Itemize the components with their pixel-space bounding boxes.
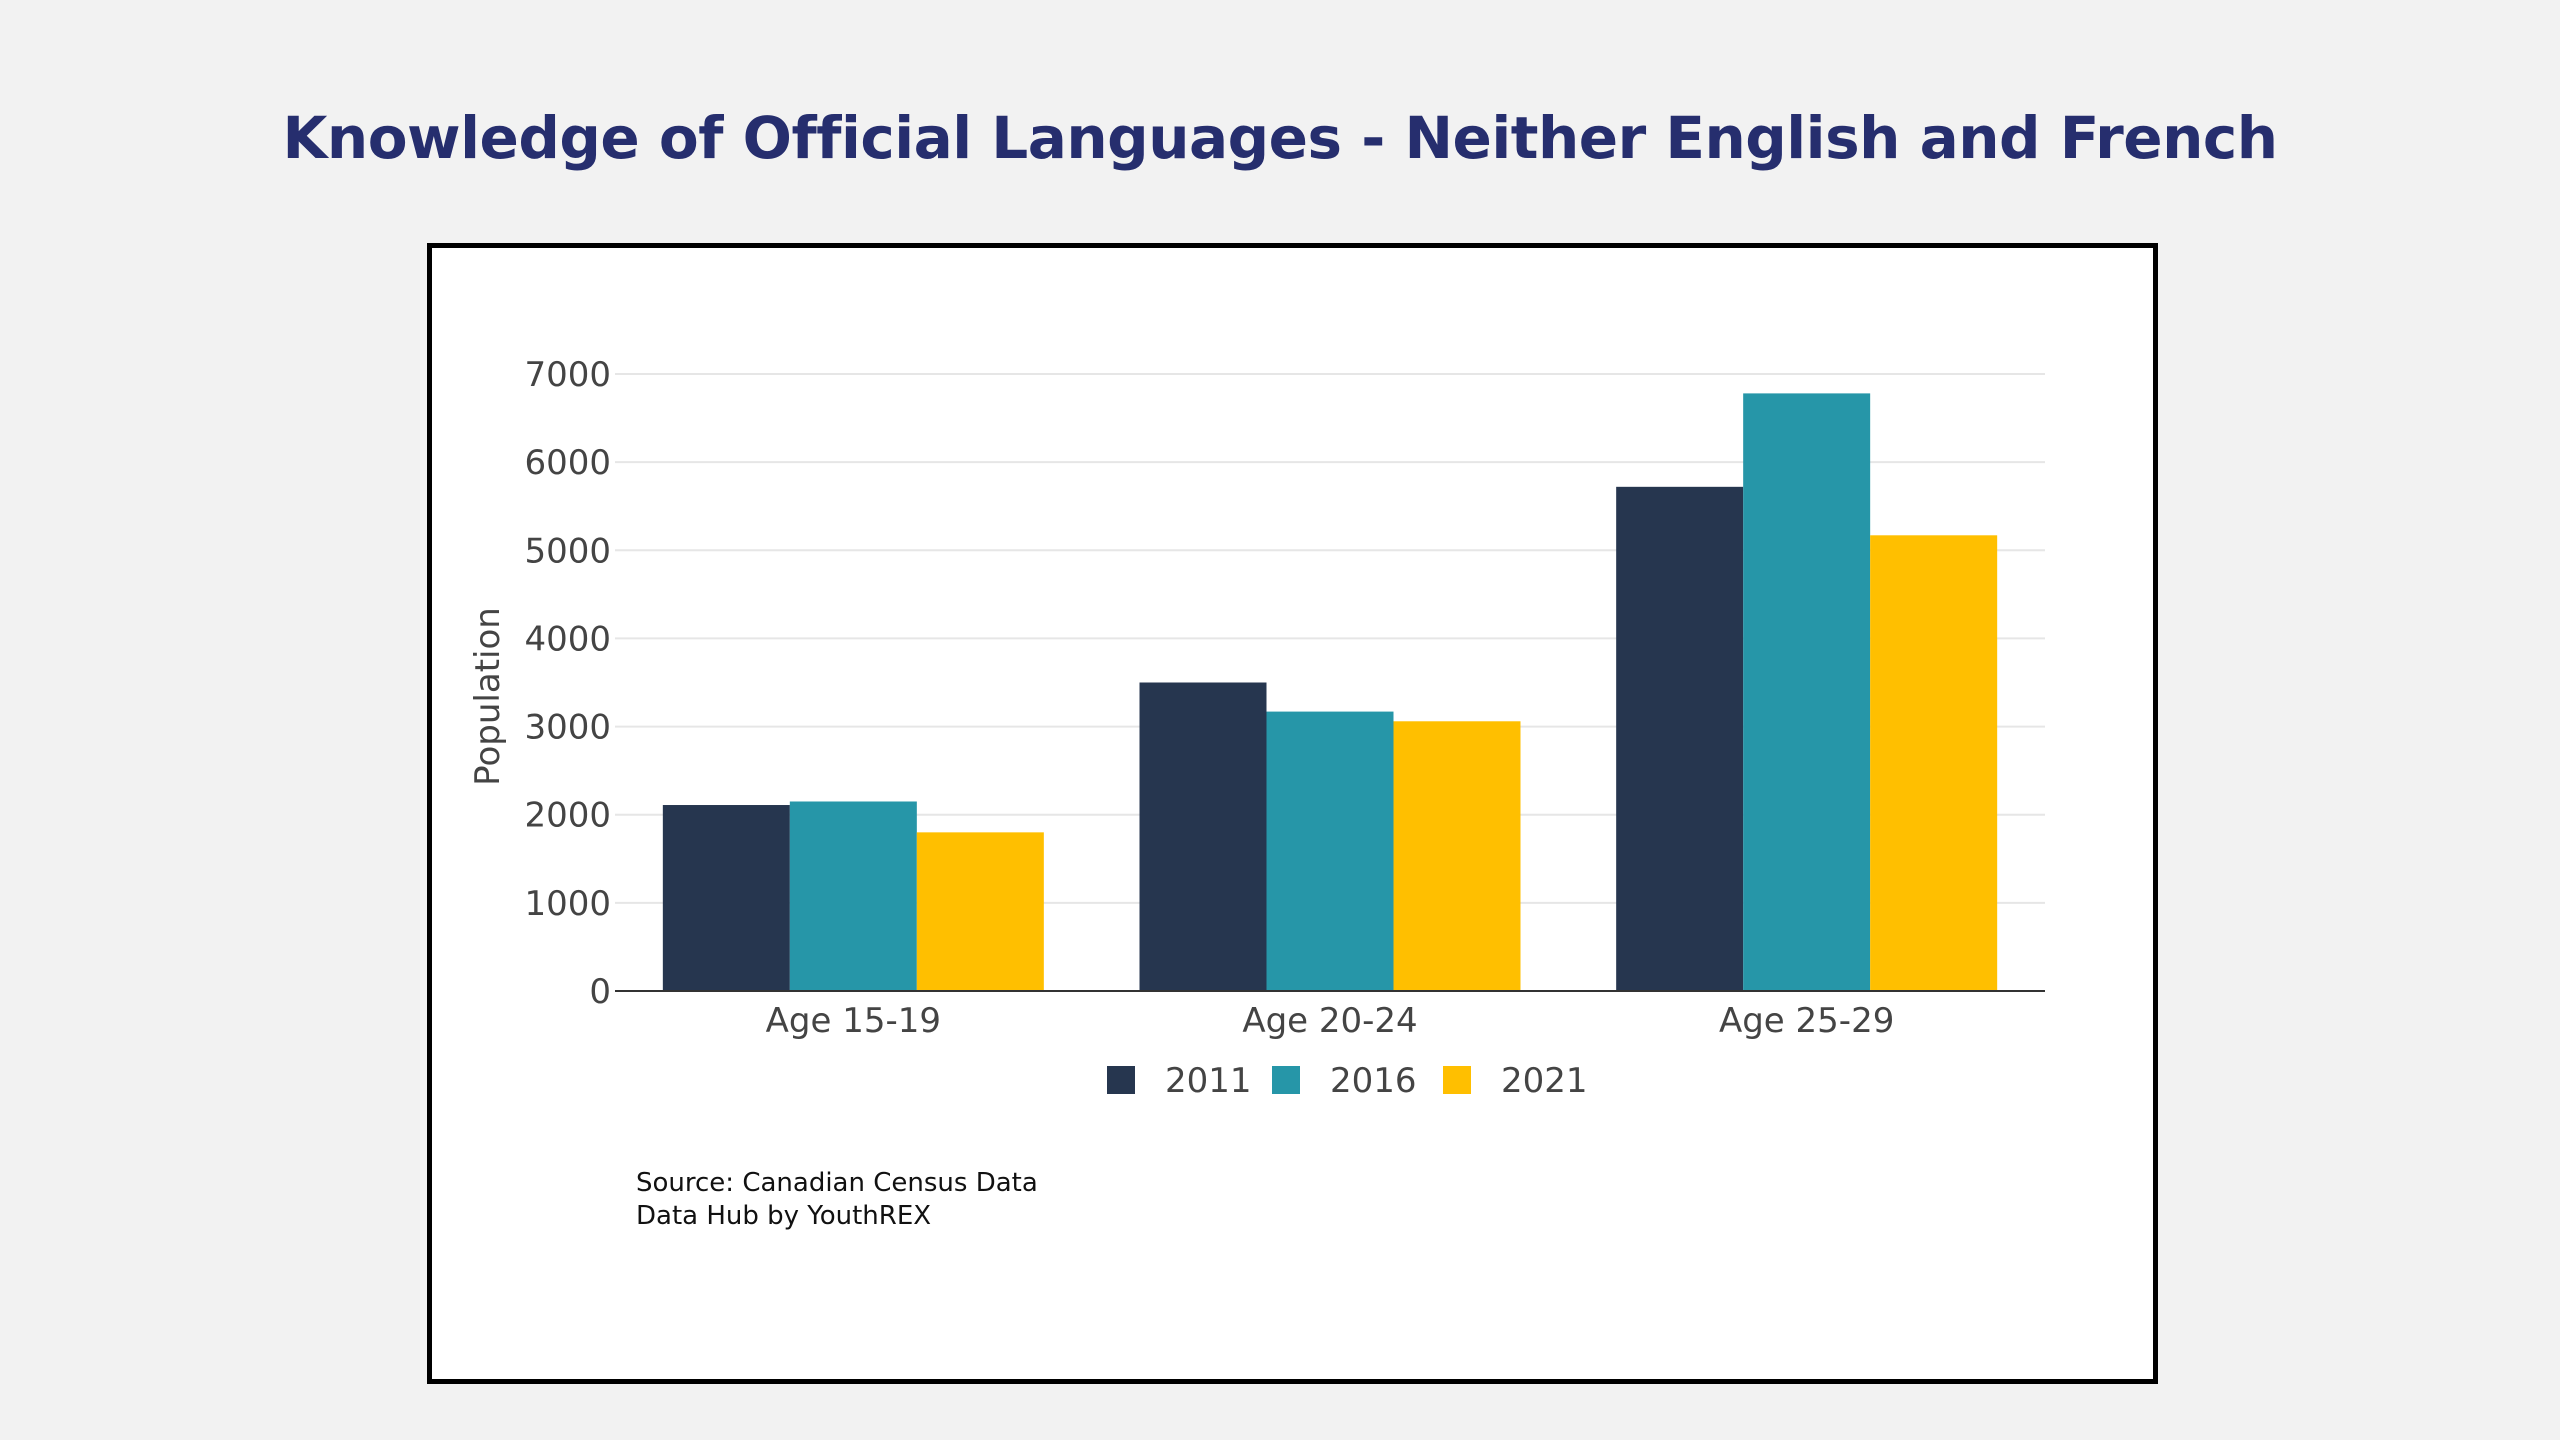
y-tick-label: 0 (589, 972, 611, 1012)
legend-swatch-2011 (1107, 1066, 1135, 1094)
source-note: Source: Canadian Census Data Data Hub by… (636, 1167, 1038, 1233)
source-line: Source: Canadian Census Data (636, 1168, 1038, 1198)
x-tick-label: Age 25-29 (1719, 1001, 1894, 1041)
bar-2011-age-25-29 (1616, 486, 1744, 991)
legend-swatch-2016 (1272, 1066, 1300, 1094)
y-tick-label: 5000 (524, 531, 611, 571)
bar-2016-age-25-29 (1743, 393, 1871, 991)
y-tick-label: 6000 (524, 443, 611, 483)
y-axis-title: Population (468, 607, 508, 786)
y-tick-label: 1000 (524, 884, 611, 924)
bar-2021-age-20-24 (1393, 721, 1521, 991)
bar-2021-age-15-19 (916, 832, 1044, 991)
x-tick-label: Age 20-24 (1242, 1001, 1417, 1041)
y-tick-label: 3000 (524, 708, 611, 748)
y-tick-label: 2000 (524, 796, 611, 836)
x-tick-label: Age 15-19 (766, 1001, 941, 1041)
bar-2021-age-25-29 (1870, 535, 1998, 991)
y-tick-label: 4000 (524, 619, 611, 659)
bar-2016-age-15-19 (789, 801, 917, 991)
legend-label-2011: 2011 (1165, 1061, 1252, 1101)
credit-line: Data Hub by YouthREX (636, 1201, 932, 1231)
y-tick-label: 7000 (524, 355, 611, 395)
bar-2011-age-20-24 (1139, 682, 1267, 991)
bar-2011-age-15-19 (662, 805, 790, 991)
legend-label-2016: 2016 (1330, 1061, 1417, 1101)
legend-swatch-2021 (1443, 1066, 1471, 1094)
legend-label-2021: 2021 (1501, 1061, 1588, 1101)
bar-2016-age-20-24 (1266, 711, 1394, 991)
page-title: Knowledge of Official Languages - Neithe… (282, 104, 2278, 172)
